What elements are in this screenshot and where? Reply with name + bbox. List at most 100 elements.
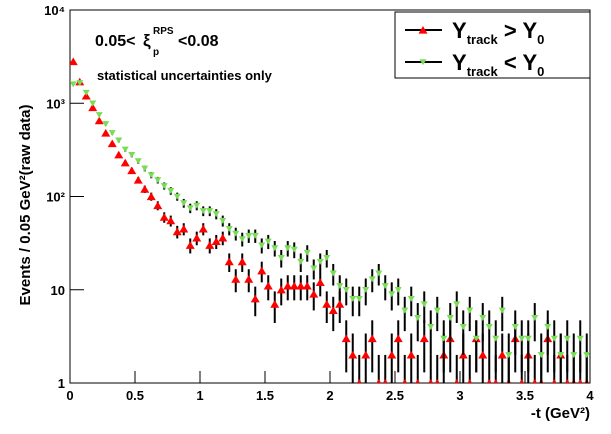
marker (393, 334, 403, 343)
cut-xi: ξ (143, 31, 151, 50)
marker (173, 193, 181, 200)
marker (524, 335, 532, 342)
marker (375, 270, 383, 277)
x-tick-label: 3.5 (516, 388, 534, 403)
marker (446, 315, 454, 321)
marker (153, 201, 163, 210)
marker (486, 378, 492, 383)
marker (434, 378, 440, 383)
marker (381, 283, 389, 290)
marker (406, 350, 416, 359)
marker (485, 324, 493, 331)
marker (193, 202, 201, 209)
x-tick-label: 3 (456, 388, 463, 403)
marker (532, 378, 538, 383)
marker (95, 112, 103, 119)
x-tick-label: 2 (326, 388, 333, 403)
x-tick-label: 1 (196, 388, 203, 403)
marker (290, 246, 298, 253)
marker (315, 278, 325, 286)
x-tick-label: 2.5 (386, 388, 404, 403)
marker (316, 258, 324, 265)
x-tick-label: 0 (66, 388, 73, 403)
marker (159, 213, 169, 221)
marker (433, 307, 441, 314)
legend-label-part: Y (452, 18, 467, 43)
cut-high: <0.08 (178, 33, 219, 50)
marker (70, 81, 77, 88)
y-tick-label: 1 (58, 376, 65, 391)
marker (211, 237, 221, 245)
marker (237, 257, 247, 266)
marker (497, 350, 507, 359)
marker (440, 335, 448, 342)
marker (583, 352, 590, 359)
marker (459, 324, 467, 331)
marker (518, 335, 526, 342)
marker (232, 230, 240, 237)
marker (492, 335, 500, 342)
x-tick-label: 1.5 (256, 388, 274, 403)
x-axis-label: -t (GeV²) (531, 405, 590, 422)
marker (401, 307, 409, 314)
marker (329, 270, 337, 277)
legend (394, 11, 591, 79)
marker (257, 266, 267, 275)
marker (335, 300, 345, 308)
legend-label-part: > Y (498, 18, 538, 43)
marker (428, 378, 434, 383)
marker (453, 301, 461, 308)
marker (198, 224, 208, 233)
marker (310, 265, 318, 272)
marker (238, 236, 246, 243)
legend-label-part: < Y (498, 50, 538, 75)
marker (376, 378, 382, 383)
marker (192, 233, 202, 242)
marker (348, 350, 358, 359)
marker (251, 232, 259, 239)
marker (276, 285, 286, 294)
y-tick-label: 10² (46, 190, 65, 205)
marker (206, 208, 214, 215)
marker (402, 378, 408, 383)
marker (102, 121, 110, 128)
marker (531, 315, 539, 321)
marker (544, 324, 552, 331)
marker (564, 378, 570, 383)
marker (166, 216, 176, 225)
x-tick-label: 4 (586, 388, 594, 403)
cut-xi-sup: RPS (153, 26, 174, 37)
marker (414, 315, 422, 321)
marker (218, 233, 228, 242)
marker (121, 146, 129, 153)
legend-label-part: track (467, 64, 499, 79)
marker (570, 352, 578, 359)
marker (563, 335, 571, 342)
marker (368, 276, 376, 283)
y-axis-label: Events / 0.05 GeV²(raw data) (17, 105, 34, 306)
marker (498, 307, 506, 314)
marker (505, 352, 513, 359)
marker (362, 286, 370, 293)
marker (133, 176, 143, 184)
legend-label-part: 0 (537, 32, 544, 47)
marker (478, 350, 488, 359)
marker (289, 281, 299, 290)
marker (341, 334, 351, 343)
marker (120, 158, 130, 167)
marker (493, 378, 499, 383)
marker (419, 334, 429, 343)
note: statistical uncertainties only (97, 68, 273, 83)
x-tick-label: 0.5 (126, 388, 144, 403)
marker (382, 378, 388, 383)
marker (179, 224, 189, 233)
marker (472, 335, 480, 342)
marker (270, 300, 280, 308)
marker (355, 295, 363, 302)
marker (361, 350, 371, 359)
legend-marker (418, 25, 428, 34)
marker (225, 226, 233, 232)
marker (212, 211, 220, 218)
marker (467, 378, 473, 383)
